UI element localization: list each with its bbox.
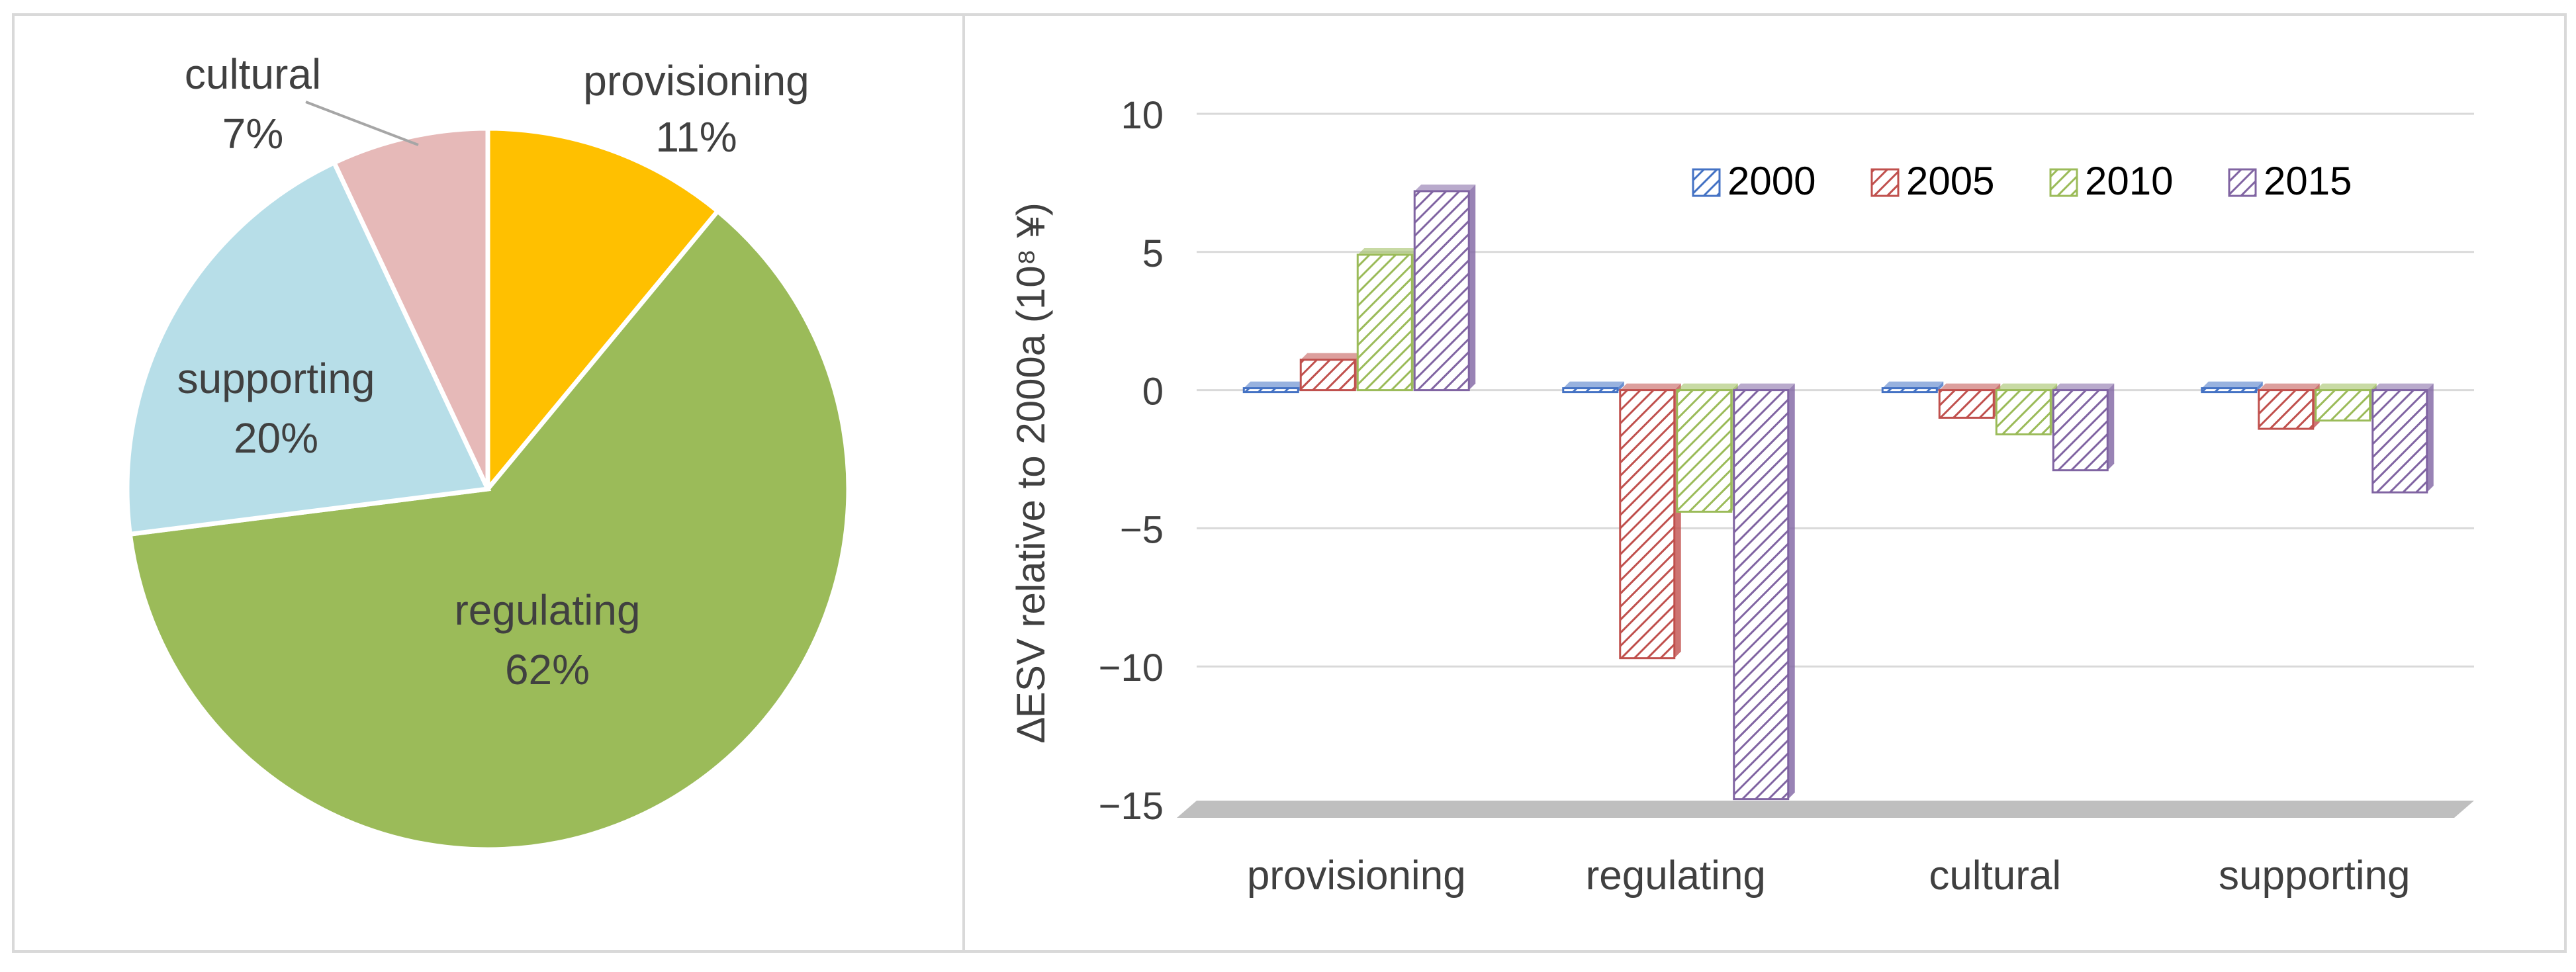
x-category-label: supporting bbox=[2219, 853, 2411, 899]
bar-2000-supporting bbox=[2201, 387, 2258, 394]
bar-2010-regulating bbox=[1676, 389, 1733, 513]
bar-side-2015-supporting bbox=[2426, 383, 2434, 493]
bar-2005-provisioning bbox=[1299, 359, 1356, 392]
bar-2010-cultural bbox=[1995, 389, 2052, 435]
pie-label-value-supporting: 20% bbox=[234, 414, 318, 462]
y-tick-label: −10 bbox=[1099, 646, 1164, 689]
pie-label-name-regulating: regulating bbox=[454, 586, 640, 634]
y-axis-label: ∆ESV relative to 2000a (10⁸ ¥) bbox=[1009, 202, 1053, 742]
bar-top-2000-supporting bbox=[2201, 381, 2263, 388]
legend-swatch-2000 bbox=[1692, 168, 1721, 197]
bar-side-2015-cultural bbox=[2107, 383, 2115, 470]
bar-2010-provisioning bbox=[1356, 253, 1413, 392]
bar-top-2005-provisioning bbox=[1301, 353, 1362, 360]
bar-top-2005-cultural bbox=[1939, 383, 2001, 390]
bar-2005-regulating bbox=[1619, 389, 1676, 660]
y-tick-label: 0 bbox=[1142, 371, 1164, 414]
legend-swatch-2010 bbox=[2049, 168, 2078, 197]
y-tick-label: −5 bbox=[1120, 508, 1164, 551]
bar-top-2005-regulating bbox=[1620, 383, 1681, 390]
y-tick-label: 5 bbox=[1142, 232, 1164, 275]
bar-top-2015-provisioning bbox=[1414, 184, 1476, 191]
legend-swatch-2015 bbox=[2228, 168, 2257, 197]
pie-slice-regulating bbox=[127, 208, 851, 852]
legend-label-2010: 2010 bbox=[2085, 159, 2173, 203]
bar-side-2015-regulating bbox=[1788, 383, 1795, 799]
pie-slice-provisioning bbox=[485, 126, 721, 496]
bar-2005-cultural bbox=[1938, 389, 1995, 419]
pie-label-name-cultural: cultural bbox=[185, 50, 321, 98]
legend-swatch-2005 bbox=[1870, 168, 1900, 197]
chart-floor bbox=[1177, 801, 2474, 818]
bar-2005-supporting bbox=[2258, 389, 2315, 430]
legend-label-2015: 2015 bbox=[2264, 159, 2352, 203]
x-category-label: cultural bbox=[1929, 853, 2061, 899]
bar-top-2010-cultural bbox=[1996, 383, 2058, 390]
bar-top-2015-cultural bbox=[2053, 383, 2115, 390]
pie-label-value-regulating: 62% bbox=[505, 646, 590, 693]
bar-side-2015-provisioning bbox=[1469, 184, 1476, 390]
bar-2015-regulating bbox=[1733, 389, 1790, 801]
pie-label-value-cultural: 7% bbox=[222, 110, 284, 157]
bar-top-2010-provisioning bbox=[1357, 247, 1419, 255]
bar-2015-supporting bbox=[2371, 389, 2428, 494]
x-category-label: provisioning bbox=[1247, 853, 1466, 899]
bar-chart: 10 5 0 −5 −10 −15 ∆ESV relative to 2000a (10⁸ … bbox=[1009, 94, 2474, 899]
pie-slice-cultural bbox=[331, 126, 490, 490]
bar-2000-regulating bbox=[1562, 387, 1619, 394]
bar-top-2010-regulating bbox=[1677, 383, 1738, 390]
bar-top-2000-regulating bbox=[1563, 381, 1624, 388]
legend-label-2000: 2000 bbox=[1727, 159, 1816, 203]
bar-top-2010-supporting bbox=[2315, 383, 2377, 390]
bar-top-2015-regulating bbox=[1733, 383, 1795, 390]
bar-top-2000-cultural bbox=[1882, 381, 1944, 388]
bar-2000-provisioning bbox=[1242, 387, 1299, 394]
y-tick-label: 10 bbox=[1121, 94, 1164, 137]
pie-label-name-provisioning: provisioning bbox=[583, 57, 809, 105]
bar-top-2000-provisioning bbox=[1244, 381, 1305, 388]
bar-top-2015-supporting bbox=[2372, 383, 2434, 390]
bar-2000-cultural bbox=[1881, 387, 1938, 394]
pie-chart-panel: provisioning 11% regulating 62% supporting 20… bbox=[12, 13, 965, 953]
pie-chart: provisioning 11% regulating 62% supporting 20… bbox=[124, 50, 851, 852]
bar-2015-cultural bbox=[2052, 389, 2109, 472]
bar-top-2005-supporting bbox=[2258, 383, 2320, 390]
pie-slice-supporting bbox=[124, 159, 492, 537]
bar-2010-supporting bbox=[2315, 389, 2371, 422]
bar-chart-panel: 10 5 0 −5 −10 −15 ∆ESV relative to 2000a (10⁸ … bbox=[965, 13, 2567, 953]
legend-label-2005: 2005 bbox=[1906, 159, 1994, 203]
cultural-leader-line bbox=[305, 101, 419, 146]
pie-label-value-provisioning: 11% bbox=[655, 113, 737, 161]
y-tick-label: −15 bbox=[1099, 785, 1164, 828]
bar-2015-provisioning bbox=[1413, 190, 1470, 392]
x-category-label: regulating bbox=[1586, 853, 1766, 899]
pie-label-name-supporting: supporting bbox=[177, 355, 375, 402]
